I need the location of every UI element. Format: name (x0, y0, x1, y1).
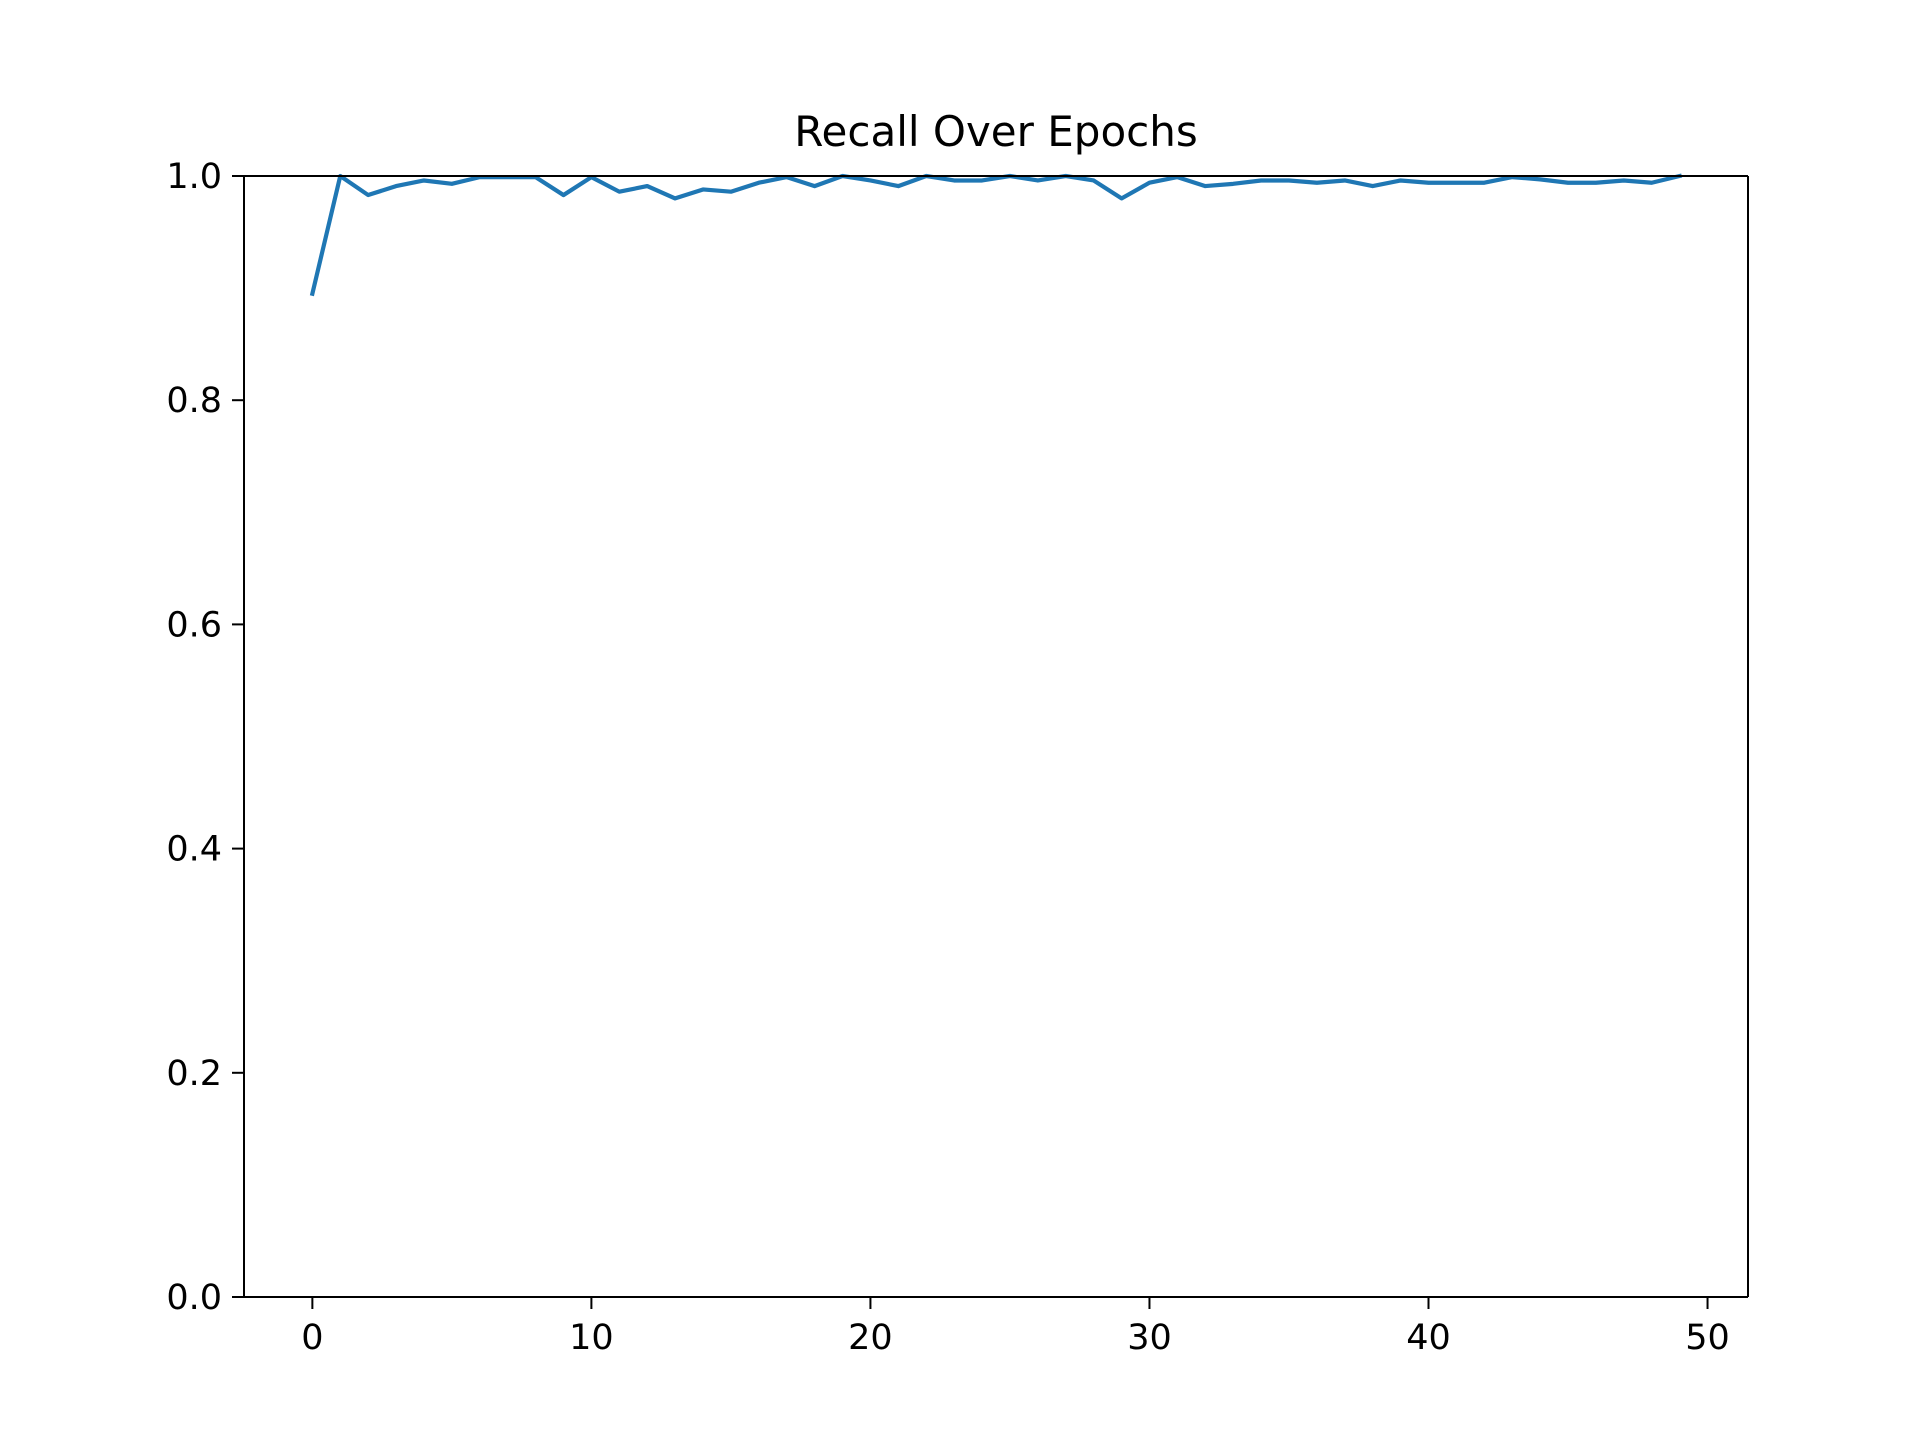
y-tick-label: 0.6 (166, 605, 222, 645)
series-layer (309, 173, 1683, 297)
x-tick-label: 20 (848, 1318, 893, 1358)
x-tick-label: 40 (1406, 1318, 1451, 1358)
y-tick-label: 0.0 (166, 1278, 222, 1318)
x-tick-label: 0 (301, 1318, 323, 1358)
y-tick-label: 0.4 (166, 830, 222, 870)
series-line-0 (309, 173, 1683, 297)
x-tick-label: 10 (569, 1318, 614, 1358)
x-tick-label: 30 (1127, 1318, 1172, 1358)
y-tick-label: 0.2 (166, 1054, 222, 1094)
axes-layer: 0 10 20 30 40 50 0.0 0.2 0.4 0.6 0.8 1.0 (166, 157, 1749, 1358)
x-tick-label: 50 (1685, 1318, 1730, 1358)
y-tick-label: 1.0 (166, 157, 222, 197)
y-tick-label: 0.8 (166, 381, 222, 421)
chart-title: Recall Over Epochs (794, 107, 1198, 156)
